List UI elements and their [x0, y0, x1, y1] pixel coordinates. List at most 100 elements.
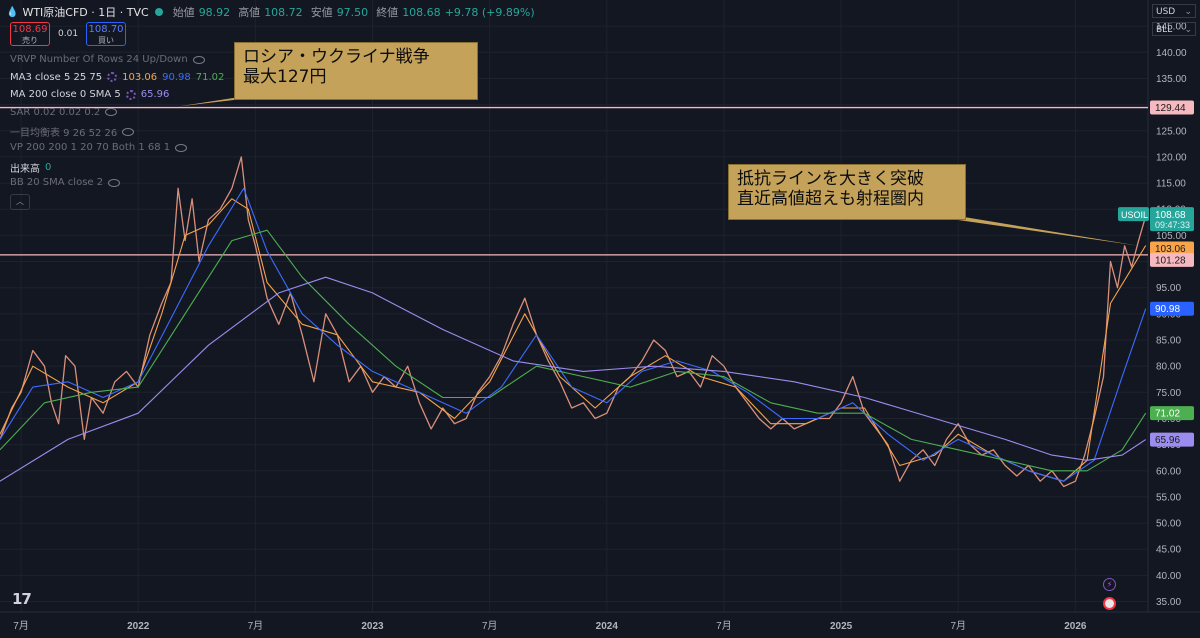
indicator-value: 90.98: [162, 71, 191, 83]
y-tick-label: 40.00: [1156, 571, 1181, 582]
unit-select[interactable]: BLL ⌄: [1152, 22, 1196, 36]
indicator-row[interactable]: MA3 close 5 25 75 103.06 90.98 71.02: [10, 72, 224, 83]
low-label: 安値: [310, 6, 333, 19]
price-tag-ma25: [1150, 301, 1194, 316]
lightning-icon[interactable]: ⚡: [1103, 578, 1116, 591]
unit-value: BLL: [1156, 25, 1173, 35]
price-tag-level_high: [1150, 100, 1194, 115]
price-tag-text: 65.96: [1155, 435, 1180, 446]
x-tick-label: 2025: [830, 621, 853, 632]
visibility-eye-icon[interactable]: [108, 178, 121, 187]
price-tag-text: 108.68: [1155, 210, 1186, 221]
y-tick-label: 120.00: [1156, 152, 1187, 163]
buy-label: 買い: [98, 36, 115, 45]
price-tag-last: [1150, 207, 1194, 232]
y-tick-label: 145.00: [1156, 22, 1187, 33]
price-tag-text: 90.98: [1155, 304, 1180, 315]
indicator-row[interactable]: 出来高 0: [10, 160, 51, 175]
x-axis: 7月 2022 7月 2023 7月 2024 7月 2025 7月 2026: [13, 620, 1087, 632]
droplet-icon: 💧: [6, 6, 19, 18]
indicator-label: SAR 0.02 0.02 0.2: [10, 106, 101, 118]
sell-label: 売り: [22, 36, 38, 45]
y-tick-label: 50.00: [1156, 519, 1181, 530]
x-tick-label: 2026: [1064, 621, 1087, 632]
chart-grid: [0, 0, 1200, 613]
x-tick-label: 7月: [482, 620, 498, 632]
symbol-tag: [1118, 207, 1149, 222]
price-tag-text: 71.02: [1155, 409, 1180, 420]
price-tag-level_low: [1150, 252, 1194, 267]
close-label: 終値: [376, 6, 399, 19]
price-tag-text: 101.28: [1155, 255, 1186, 266]
chevron-down-icon: ⌄: [1184, 25, 1192, 35]
indicator-row[interactable]: 一目均衡表 9 26 52 26: [10, 124, 135, 140]
low-value: 97.50: [336, 5, 369, 19]
change-value: +9.78 (+9.89%): [444, 5, 535, 19]
indicator-settings-icon[interactable]: [125, 89, 136, 100]
series-line-ma200: [0, 276, 1147, 482]
callout-resistance-break: 抵抗ラインを大きく突破 直近高値超えも射程圏内: [728, 164, 966, 220]
open-label: 始値: [172, 6, 195, 19]
collapse-legend-icon[interactable]: ︿: [10, 194, 30, 210]
callout-russia-ukraine: ロシア・ウクライナ戦争 最大127円: [234, 42, 478, 100]
us-flag-icon[interactable]: [1103, 597, 1116, 610]
y-tick-label: 55.00: [1156, 492, 1181, 503]
indicator-row[interactable]: VRVP Number Of Rows 24 Up/Down: [10, 54, 205, 65]
series-line-ma25: [0, 187, 1147, 482]
indicator-row[interactable]: SAR 0.02 0.02 0.2: [10, 106, 118, 118]
y-tick-label: 95.00: [1156, 283, 1181, 294]
high-value: 108.72: [264, 5, 303, 19]
y-tick-label: 135.00: [1156, 74, 1187, 85]
indicator-row[interactable]: BB 20 SMA close 2: [10, 177, 121, 189]
indicator-row[interactable]: MA 200 close 0 SMA 5 65.96: [10, 89, 169, 100]
callout-top-line2: 最大127円: [243, 67, 327, 87]
x-tick-label: 7月: [950, 620, 966, 632]
buy-button[interactable]: 108.70 買い: [86, 22, 127, 46]
callout-pointer-right: [930, 216, 1139, 246]
visibility-eye-icon[interactable]: [192, 55, 205, 64]
indicator-row[interactable]: VP 200 200 1 20 70 Both 1 68 1: [10, 142, 188, 153]
y-tick-label: 115.00: [1156, 179, 1186, 190]
series-line-wti: [0, 156, 1147, 488]
chart-series: [0, 156, 1148, 488]
y-tick-label: 35.00: [1156, 597, 1181, 608]
countdown-text: 09:47:33: [1155, 220, 1190, 230]
visibility-eye-icon[interactable]: [105, 108, 118, 117]
price-tag-text: 129.44: [1155, 103, 1186, 114]
indicator-label: MA3 close 5 25 75: [10, 71, 103, 83]
sell-button[interactable]: 108.69 売り: [10, 22, 50, 46]
y-tick-label: 125.00: [1156, 126, 1187, 137]
callout-right-line2: 直近高値超えも射程圏内: [737, 189, 924, 209]
indicator-value: 103.06: [122, 71, 158, 83]
horizontal-levels: [0, 106, 1148, 256]
sell-price: 108.69: [12, 24, 48, 35]
x-tick-label: 2023: [361, 621, 384, 632]
y-tick-label: 105.00: [1156, 231, 1187, 242]
indicator-value: 65.96: [140, 89, 170, 101]
symbol-tag-text: USOIL: [1121, 210, 1148, 220]
currency-select[interactable]: USD ⌄: [1152, 4, 1196, 18]
x-tick-label: 2022: [127, 621, 150, 632]
indicator-value: 71.02: [195, 71, 225, 83]
indicator-settings-icon[interactable]: [107, 72, 118, 83]
y-tick-label: 80.00: [1156, 362, 1181, 373]
indicator-label: MA 200 close 0 SMA 5: [10, 89, 121, 101]
chart-header: 💧 WTI原油CFD · 1日 · TVC 始値 98.92 高値 108.72 安…: [6, 4, 535, 20]
indicator-label: BB 20 SMA close 2: [10, 177, 104, 189]
visibility-eye-icon[interactable]: [175, 143, 188, 152]
tradingview-logo[interactable]: 17: [12, 590, 32, 608]
indicator-label: VRVP Number Of Rows 24 Up/Down: [10, 54, 188, 65]
indicator-label: 一目均衡表 9 26 52 26: [10, 128, 118, 140]
visibility-eye-icon[interactable]: [122, 127, 135, 136]
x-tick-label: 2024: [596, 621, 619, 632]
y-tick-label: 60.00: [1156, 466, 1181, 477]
indicator-label: 出来高: [10, 163, 40, 175]
x-tick-label: 7月: [13, 620, 29, 632]
symbol-title[interactable]: WTI原油CFD · 1日 · TVC: [22, 6, 149, 19]
price-tag-text: 103.06: [1155, 244, 1186, 255]
close-value: 108.68: [402, 5, 441, 19]
chevron-down-icon: ⌄: [1184, 7, 1192, 17]
price-tag-ma200: [1150, 432, 1194, 447]
